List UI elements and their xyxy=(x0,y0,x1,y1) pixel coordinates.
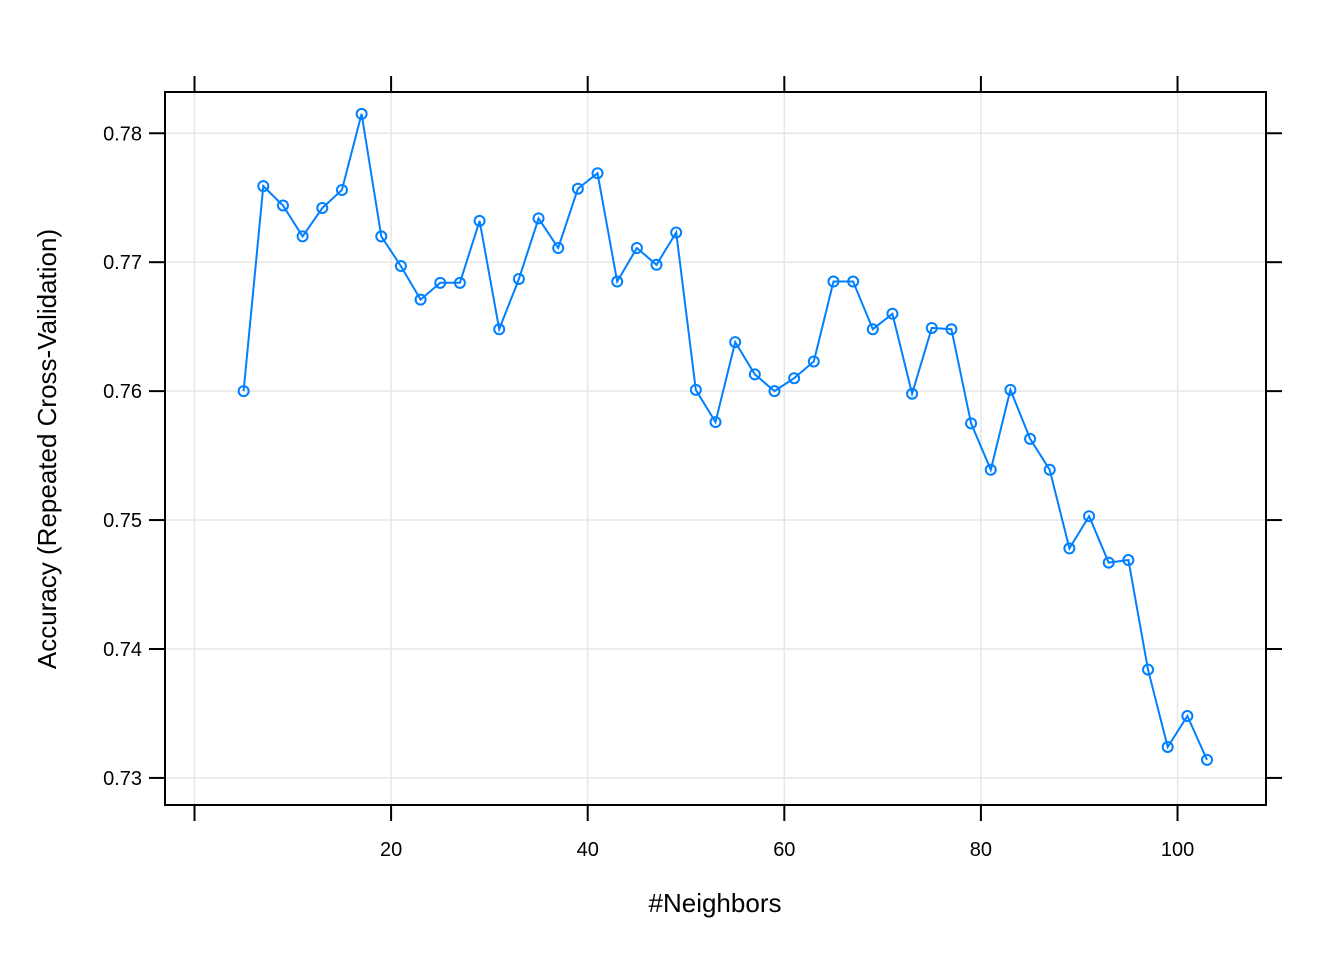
data-point xyxy=(473,214,486,227)
y-axis-title: Accuracy (Repeated Cross-Validation) xyxy=(32,229,62,669)
x-tick-label: 40 xyxy=(577,839,599,861)
data-point xyxy=(394,260,407,273)
data-point xyxy=(847,275,860,288)
data-point xyxy=(689,383,702,396)
data-point xyxy=(1201,753,1214,766)
data-point xyxy=(512,272,525,285)
data-point xyxy=(493,323,506,336)
data-point xyxy=(1181,710,1194,723)
data-point xyxy=(591,167,604,180)
data-point xyxy=(1161,740,1174,753)
data-point xyxy=(984,463,997,476)
grid xyxy=(165,92,1266,805)
data-point xyxy=(945,323,958,336)
data-point xyxy=(1063,542,1076,555)
data-point xyxy=(1024,432,1037,445)
data-point xyxy=(866,323,879,336)
x-tick-label: 80 xyxy=(970,839,992,861)
data-point xyxy=(355,107,368,120)
y-tick-label: 0.73 xyxy=(103,768,142,790)
data-point xyxy=(276,199,289,212)
data-point xyxy=(375,230,388,243)
data-point xyxy=(1004,383,1017,396)
data-point xyxy=(729,336,742,349)
data-point xyxy=(257,180,270,193)
data-point xyxy=(414,293,427,306)
data-point xyxy=(1083,510,1096,523)
data-point xyxy=(650,258,663,271)
data-point xyxy=(906,387,919,400)
data-point xyxy=(1043,463,1056,476)
data-point xyxy=(807,355,820,368)
data-point xyxy=(1102,556,1115,569)
data-point xyxy=(768,385,781,398)
data-point xyxy=(434,276,447,289)
data-point xyxy=(453,276,466,289)
data-point xyxy=(611,275,624,288)
data-point xyxy=(630,242,643,255)
data-point xyxy=(552,242,565,255)
data-point xyxy=(316,202,329,215)
data-point xyxy=(571,182,584,195)
data-point xyxy=(925,321,938,334)
y-tick-label: 0.76 xyxy=(103,381,142,403)
data-point xyxy=(788,372,801,385)
x-axis-title: #Neighbors xyxy=(649,888,782,918)
data-point xyxy=(237,385,250,398)
axis-ticks xyxy=(149,76,1282,821)
x-tick-label: 100 xyxy=(1161,839,1194,861)
data-point xyxy=(335,183,348,196)
y-tick-label: 0.75 xyxy=(103,510,142,532)
data-point xyxy=(1122,554,1135,567)
data-point xyxy=(532,212,545,225)
data-point xyxy=(886,307,899,320)
tick-labels: 20 40 60 80 100 0.73 0.74 0.75 0.76 0.77 0.78 xyxy=(103,123,1194,861)
data-point xyxy=(709,416,722,429)
y-tick-label: 0.78 xyxy=(103,123,142,145)
data-point xyxy=(827,275,840,288)
y-tick-label: 0.77 xyxy=(103,252,142,274)
data-point xyxy=(296,230,309,243)
series xyxy=(237,107,1214,766)
series-line xyxy=(242,113,1208,761)
x-tick-label: 60 xyxy=(773,839,795,861)
y-tick-label: 0.74 xyxy=(103,639,142,661)
data-point xyxy=(748,368,761,381)
x-tick-label: 20 xyxy=(380,839,402,861)
data-point xyxy=(1142,663,1155,676)
data-point xyxy=(670,226,683,239)
data-point xyxy=(965,417,978,430)
plot-frame xyxy=(164,91,1267,806)
